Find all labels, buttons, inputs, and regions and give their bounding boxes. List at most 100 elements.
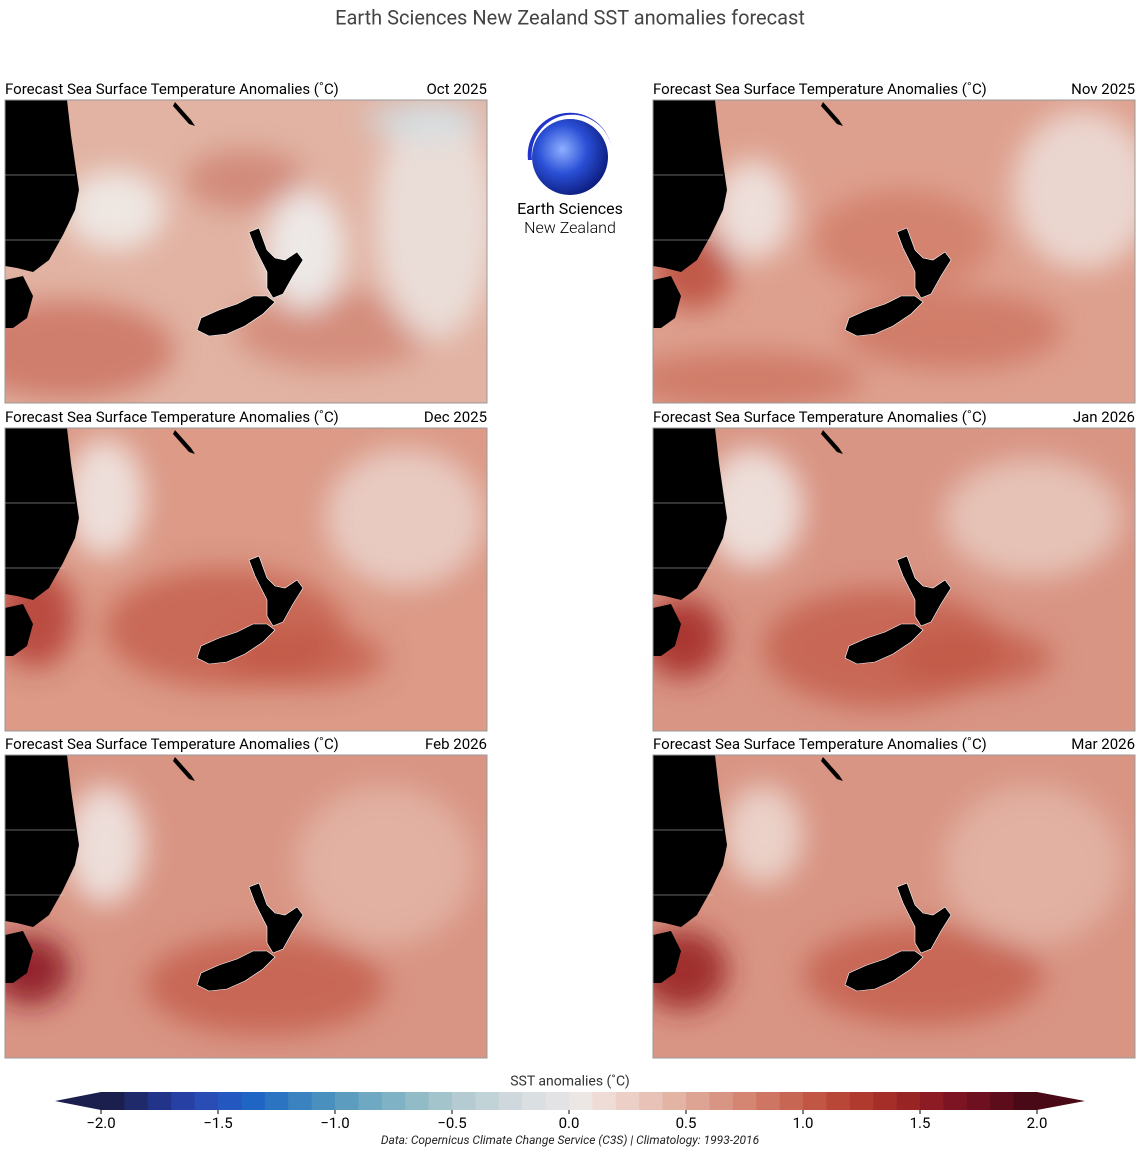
colorbar-segment [686,1092,710,1110]
colorbar-segment [147,1092,172,1110]
colorbar-segment [569,1092,593,1110]
colorbar-segment [849,1092,874,1110]
colorbar-segment [615,1092,640,1110]
panel-frame [652,99,1136,404]
anomaly-field [5,785,475,1035]
colorbar-label: SST anomalies (˚C) [510,1074,630,1090]
panel-title: Forecast Sea Surface Temperature Anomali… [653,735,987,753]
map-field [653,428,1135,731]
colorbar-segment [545,1092,570,1110]
panel-frame [4,99,488,404]
logo-line2: New Zealand [524,218,616,237]
colorbar-segment [732,1092,757,1110]
colorbar-segment [381,1092,406,1110]
colorbar-segment [943,1092,968,1110]
colorbar-extend-high [1037,1092,1085,1110]
colorbar-segment [475,1092,500,1110]
map-panel: Forecast Sea Surface Temperature Anomali… [652,735,1136,1059]
panel-date: Nov 2025 [1071,80,1135,98]
colorbar-segment [639,1092,664,1110]
colorbar-segment [779,1092,804,1110]
colorbar-segment [124,1092,149,1110]
anomaly-blob [723,785,803,885]
colorbar-segment [1013,1092,1038,1110]
colorbar-segment [264,1092,289,1110]
colorbar-segment [709,1092,734,1110]
colorbar-segment [826,1092,851,1110]
anomaly-blob [225,628,385,688]
colorbar-segment [920,1092,944,1110]
anomaly-blob [185,150,305,210]
anomaly-blob [943,785,1123,945]
colorbar-tick-label: −1.5 [203,1114,232,1132]
anomaly-blob [893,628,1053,688]
panel-title: Forecast Sea Surface Temperature Anomali… [5,408,339,426]
anomaly-blob [713,160,793,260]
colorbar-tick-label: 1.5 [910,1114,931,1132]
map-field [5,755,487,1058]
anomaly-blob [365,100,485,140]
colorbar-segment [873,1092,898,1110]
colorbar-segment [662,1092,687,1110]
panel-date: Oct 2025 [426,80,487,98]
map-field [5,428,487,731]
colorbar-segment [756,1092,781,1110]
anomaly-blob [703,448,803,568]
colorbar-segment [803,1092,827,1110]
panel-date: Mar 2026 [1071,735,1135,753]
anomaly-field [5,438,485,688]
colorbar-tick-label: −0.5 [437,1114,466,1132]
colorbar-segment [288,1092,313,1110]
colorbar-segment [311,1092,336,1110]
map-field [653,755,1135,1058]
anomaly-blob [803,925,1043,1025]
logo-globe [532,119,608,195]
colorbar-segment [101,1092,125,1110]
anomaly-blob [65,785,145,905]
panel-title: Forecast Sea Surface Temperature Anomali… [653,408,987,426]
colorbar-tick-label: 0.0 [559,1114,580,1132]
colorbar-segment [498,1092,523,1110]
colorbar-segment [990,1092,1015,1110]
colorbar-extend-low [55,1092,101,1110]
anomaly-blob [943,458,1123,578]
map-panel: Forecast Sea Surface Temperature Anomali… [4,735,488,1059]
colorbar-tick-label: −2.0 [86,1114,115,1132]
colorbar-segment [896,1092,921,1110]
panel-frame [652,427,1136,732]
anomaly-blob [65,170,165,250]
colorbar-segment [171,1092,196,1110]
colorbar-segment [358,1092,383,1110]
map-panel: Forecast Sea Surface Temperature Anomali… [4,80,488,404]
colorbar-segment [405,1092,430,1110]
anomaly-field [5,100,487,400]
colorbar-tick-label: 1.0 [793,1114,814,1132]
panel-frame [4,754,488,1059]
colorbar: −2.0 −1.5 −1.0 −0.5 0.0 0.5 1.0 1.5 2.0 [55,1092,1085,1132]
map-field [5,100,487,403]
colorbar-segment [428,1092,453,1110]
panel-title: Forecast Sea Surface Temperature Anomali… [5,735,339,753]
colorbar-segment [241,1092,266,1110]
panel-date: Feb 2026 [425,735,487,753]
anomaly-blob [653,930,728,1010]
colorbar-segment [194,1092,219,1110]
colorbar-segment [335,1092,359,1110]
anomaly-blob [325,448,485,588]
panel-frame [4,427,488,732]
figure-title: Earth Sciences New Zealand SST anomalies… [335,5,805,29]
colorbar-segment [452,1092,476,1110]
panel-title: Forecast Sea Surface Temperature Anomali… [653,80,987,98]
logo-line1: Earth Sciences [517,199,623,218]
anomaly-blob [235,290,435,370]
map-field [653,100,1135,403]
colorbar-segment [522,1092,547,1110]
colorbar-tick-label: 2.0 [1027,1114,1048,1132]
colorbar-segment [966,1092,991,1110]
colorbar-segment [592,1092,617,1110]
anomaly-blob [1013,110,1135,270]
anomaly-blob [653,350,863,403]
logo: Earth Sciences New Zealand [517,112,623,237]
panel-frame [652,754,1136,1059]
